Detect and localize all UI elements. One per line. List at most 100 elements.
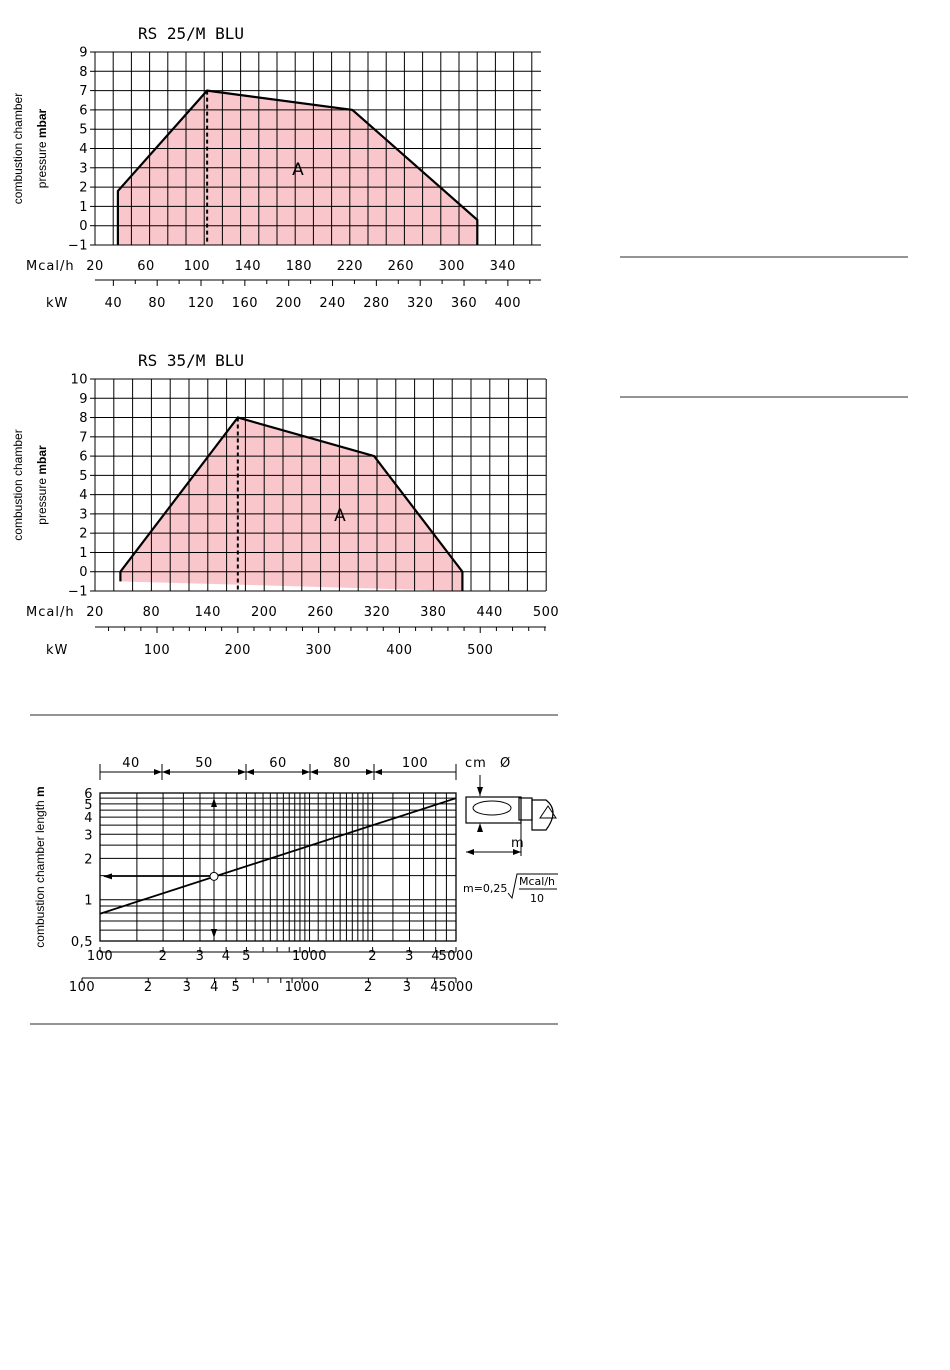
x-tick-label: 380 [420, 605, 446, 620]
band-arrow-icon [302, 769, 310, 775]
kw-tick-label: 200 [225, 643, 251, 658]
band-arrow-icon [366, 769, 374, 775]
y-tick-label: 1 [79, 200, 88, 215]
region-label: A [334, 506, 346, 526]
y-axis-label: combustion chamber length m [33, 786, 47, 947]
x-tick-label: 140 [195, 605, 221, 620]
diameter-band-label: 40 [122, 756, 140, 771]
log-x-tick-label: 3 [403, 980, 412, 995]
log-x-tick-label: 1000 [292, 949, 327, 964]
x-axis-label: Mcal/h [26, 259, 75, 274]
arrow-down-icon [477, 787, 483, 796]
y-tick-label: −1 [68, 585, 88, 600]
y-tick-label: 5 [84, 798, 93, 813]
x-tick-label: 500 [533, 605, 559, 620]
y-axis-label-line2: pressure mbar [35, 445, 49, 525]
formula-lhs: m=0,25 [463, 882, 507, 895]
x-tick-label: 20 [86, 605, 104, 620]
kw-tick-label: 300 [305, 643, 331, 658]
log-x-tick-label: 2 [368, 949, 377, 964]
y-tick-label: 1 [84, 894, 93, 909]
kw-tick-label: 160 [232, 296, 258, 311]
y-axis-label-line2: pressure mbar [35, 108, 49, 188]
y-tick-label: 4 [84, 811, 93, 826]
y-tick-label: 0,5 [71, 935, 93, 950]
kw-tick-label: 500 [467, 643, 493, 658]
log-x-tick-label: 2 [159, 949, 168, 964]
log-x-tick-label: 5 [242, 949, 251, 964]
kw-tick-label: 280 [363, 296, 389, 311]
x-tick-label: 60 [137, 259, 155, 274]
kw-tick-label: 80 [148, 296, 166, 311]
arrow-left-icon [103, 873, 112, 880]
x-tick-label: 260 [307, 605, 333, 620]
y-tick-label: 6 [79, 450, 88, 465]
y-tick-label: 3 [79, 507, 88, 522]
log-x-tick-label: 1000 [285, 980, 320, 995]
burner-fan-icon [539, 805, 557, 819]
log-x-tick-label: 3 [196, 949, 205, 964]
x-tick-label: 180 [286, 259, 312, 274]
x-axis-label: Mcal/h [26, 605, 75, 620]
y-tick-label: 5 [79, 469, 88, 484]
y-tick-label: 4 [79, 142, 88, 157]
flame-icon [472, 800, 512, 816]
diameter-band-label: 60 [269, 756, 287, 771]
kw-tick-label: 400 [386, 643, 412, 658]
length-symbol: m [511, 836, 525, 851]
x-tick-label: 200 [251, 605, 277, 620]
x-tick-label: 100 [184, 259, 210, 274]
x-tick-label: 440 [476, 605, 502, 620]
log-x-tick-label: 3 [183, 980, 192, 995]
chamber-length-line [99, 797, 457, 915]
kw-tick-label: 100 [144, 643, 170, 658]
diameter-symbol: Ø [500, 756, 511, 771]
y-tick-label: 8 [79, 411, 88, 426]
y-tick-label: 2 [79, 527, 88, 542]
x-tick-label: 300 [439, 259, 465, 274]
y-axis-label-line1: combustion chamber [11, 429, 25, 540]
kw-tick-label: 120 [188, 296, 214, 311]
y-tick-label: 6 [84, 787, 93, 802]
x-tick-label: 260 [388, 259, 414, 274]
log-x-tick-label: 2 [364, 980, 373, 995]
kw-tick-label: 320 [407, 296, 433, 311]
y-tick-label: 4 [79, 488, 88, 503]
y-tick-label: 8 [79, 65, 88, 80]
log-x-tick-label: 4 [210, 980, 219, 995]
working-field-outline [116, 89, 479, 245]
arrow-left-icon [466, 849, 474, 855]
y-tick-label: 7 [79, 84, 88, 99]
burner-body-icon [531, 799, 554, 831]
y-tick-label: 9 [79, 392, 88, 407]
y-tick-label: 6 [79, 103, 88, 118]
region-label: A [292, 160, 304, 180]
arrow-up-icon [211, 798, 218, 807]
y-tick-label: 2 [79, 181, 88, 196]
sqrt-sign-icon [507, 873, 558, 900]
diameter-band-label: 100 [402, 756, 428, 771]
log-x-tick-label: 4 [222, 949, 231, 964]
band-arrow-icon [310, 769, 318, 775]
y-tick-label: 9 [79, 46, 88, 61]
chart-title: RS 25/M BLU [138, 24, 244, 43]
log-x-tick-label: 5 [231, 980, 240, 995]
diameter-unit-label: cm [465, 756, 487, 771]
x-tick-label: 320 [364, 605, 390, 620]
kw-tick-label: 240 [319, 296, 345, 311]
arrow-right-icon [513, 849, 521, 855]
y-tick-label: 3 [79, 161, 88, 176]
log-x-tick-label: 100 [87, 949, 113, 964]
log-x-tick-label: 5000 [438, 949, 473, 964]
x-tick-label: 340 [490, 259, 516, 274]
chamber-sketch [465, 796, 522, 824]
log-x-tick-label: 2 [144, 980, 153, 995]
log-x-tick-label: 3 [405, 949, 414, 964]
diameter-band-label: 80 [333, 756, 351, 771]
band-arrow-icon [374, 769, 382, 775]
formula-numerator: Mcal/h [519, 875, 555, 888]
